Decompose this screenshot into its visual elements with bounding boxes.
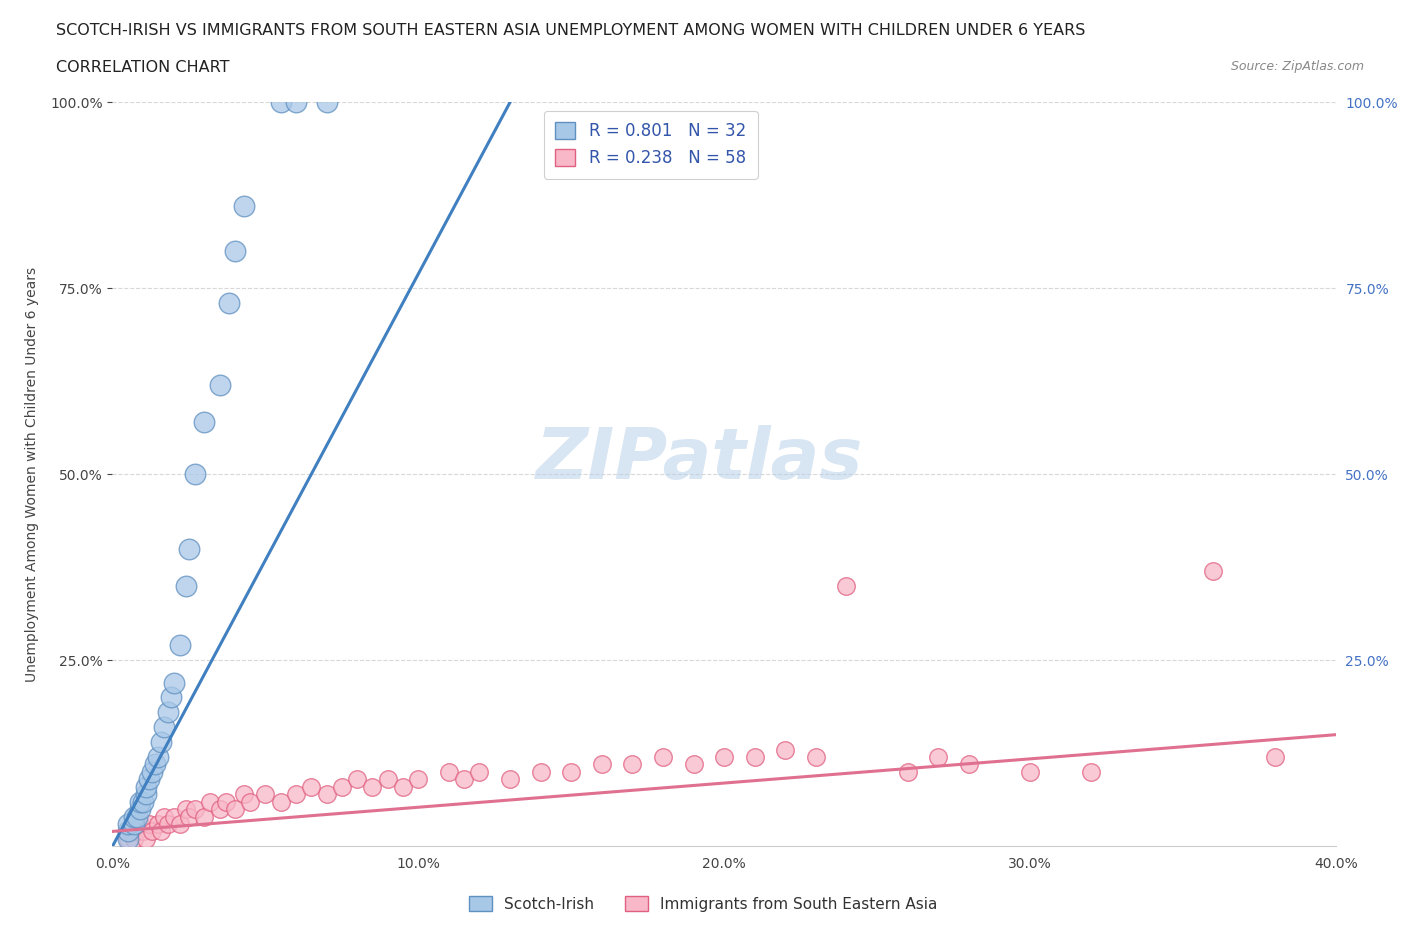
Point [163, 809, 186, 824]
Point [299, 779, 322, 794]
Text: CORRELATION CHART: CORRELATION CHART [56, 60, 229, 75]
Point [239, 794, 262, 809]
Point [163, 675, 186, 690]
Point [1018, 764, 1040, 779]
Point [120, 824, 142, 839]
Point [129, 817, 152, 831]
Point [330, 779, 353, 794]
Point [284, 95, 308, 110]
Point [129, 794, 152, 809]
Point [224, 244, 246, 259]
Point [200, 794, 222, 809]
Point [218, 296, 240, 311]
Point [150, 824, 173, 839]
Point [174, 802, 197, 817]
Point [713, 750, 735, 764]
Point [156, 817, 179, 831]
Point [315, 787, 337, 802]
Point [174, 578, 197, 593]
Point [153, 809, 176, 824]
Legend: Scotch-Irish, Immigrants from South Eastern Asia: Scotch-Irish, Immigrants from South East… [463, 889, 943, 918]
Point [346, 772, 368, 787]
Point [835, 578, 858, 593]
Point [377, 772, 399, 787]
Point [437, 764, 460, 779]
Point [125, 824, 148, 839]
Point [169, 638, 191, 653]
Point [499, 772, 522, 787]
Point [150, 735, 173, 750]
Point [315, 95, 337, 110]
Point [122, 831, 145, 846]
Point [254, 787, 277, 802]
Point [122, 817, 145, 831]
Point [208, 378, 231, 392]
Point [468, 764, 491, 779]
Point [804, 750, 827, 764]
Point [159, 690, 181, 705]
Point [141, 824, 163, 839]
Point [284, 787, 308, 802]
Point [927, 750, 949, 764]
Point [135, 779, 157, 794]
Point [775, 742, 797, 757]
Point [117, 817, 139, 831]
Point [233, 787, 256, 802]
Point [177, 809, 200, 824]
Point [392, 779, 415, 794]
Point [270, 794, 292, 809]
Point [224, 802, 246, 817]
Point [233, 199, 256, 214]
Point [143, 757, 166, 772]
Point [148, 750, 170, 764]
Point [156, 705, 179, 720]
Point [1202, 564, 1225, 578]
Point [453, 772, 475, 787]
Point [361, 779, 384, 794]
Point [117, 824, 139, 839]
Point [193, 415, 215, 430]
Point [148, 817, 170, 831]
Point [591, 757, 613, 772]
Point [117, 831, 139, 846]
Point [1080, 764, 1102, 779]
Text: ZIPatlas: ZIPatlas [536, 425, 863, 494]
Point [132, 824, 155, 839]
Point [129, 802, 152, 817]
Point [132, 794, 155, 809]
Point [682, 757, 704, 772]
Point [117, 831, 139, 846]
Point [270, 95, 292, 110]
Text: Source: ZipAtlas.com: Source: ZipAtlas.com [1230, 60, 1364, 73]
Point [214, 794, 236, 809]
Point [177, 541, 200, 556]
Point [122, 809, 145, 824]
Point [957, 757, 980, 772]
Point [138, 772, 160, 787]
Y-axis label: Unemployment Among Women with Children Under 6 years: Unemployment Among Women with Children U… [25, 267, 39, 682]
Point [530, 764, 553, 779]
Point [135, 831, 157, 846]
Point [141, 764, 163, 779]
Point [125, 809, 148, 824]
Point [897, 764, 920, 779]
Point [184, 467, 207, 482]
Point [560, 764, 582, 779]
Point [208, 802, 231, 817]
Point [193, 809, 215, 824]
Point [621, 757, 644, 772]
Point [652, 750, 675, 764]
Point [169, 817, 191, 831]
Point [138, 817, 160, 831]
Text: SCOTCH-IRISH VS IMMIGRANTS FROM SOUTH EASTERN ASIA UNEMPLOYMENT AMONG WOMEN WITH: SCOTCH-IRISH VS IMMIGRANTS FROM SOUTH EA… [56, 23, 1085, 38]
Legend: R = 0.801   N = 32, R = 0.238   N = 58: R = 0.801 N = 32, R = 0.238 N = 58 [544, 111, 758, 179]
Point [184, 802, 207, 817]
Point [1264, 750, 1286, 764]
Point [153, 720, 176, 735]
Point [408, 772, 430, 787]
Point [744, 750, 766, 764]
Point [135, 787, 157, 802]
